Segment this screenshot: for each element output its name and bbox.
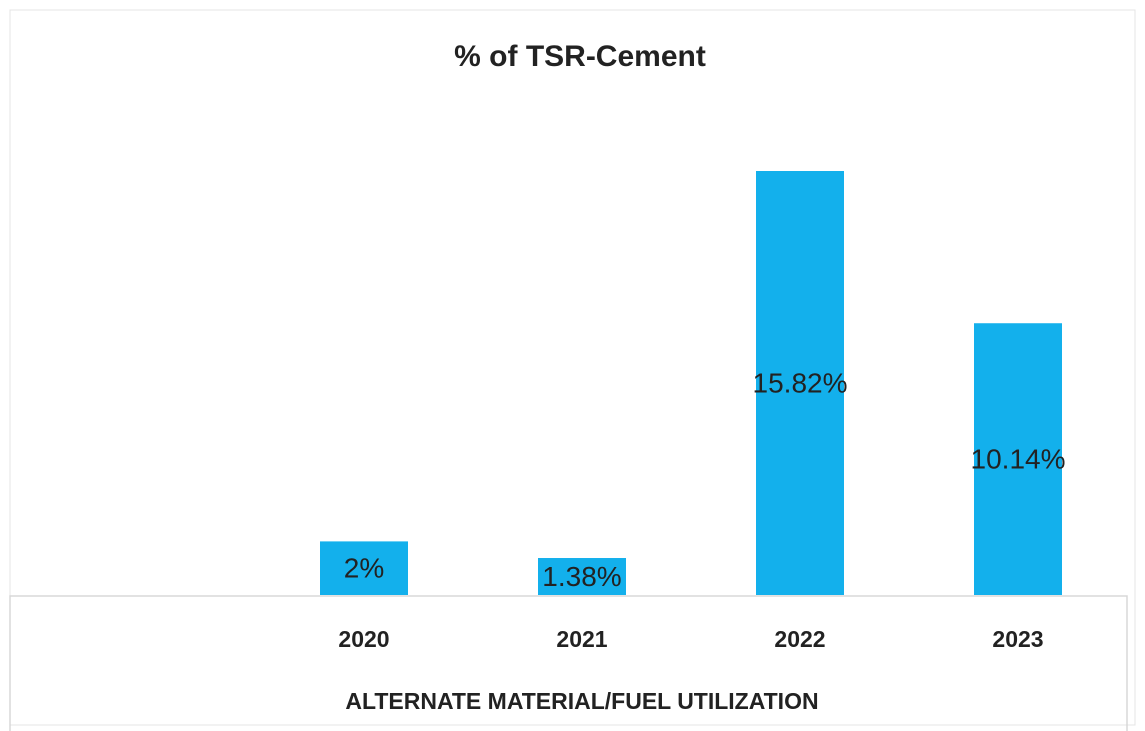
data-label: 10.14% [971,444,1066,475]
bar [320,541,408,595]
x-tick-label: 2023 [992,626,1043,652]
x-axis-title: ALTERNATE MATERIAL/FUEL UTILIZATION [345,688,818,714]
data-label: 15.82% [753,367,848,398]
x-tick-label: 2020 [338,626,389,652]
bar [974,323,1062,595]
chart-title: % of TSR-Cement [454,40,706,73]
axis-box [9,595,1128,731]
x-tick-label: 2021 [556,626,607,652]
x-tick-label: 2022 [774,626,825,652]
data-label: 2% [344,553,384,584]
chart-frame [9,9,1136,726]
data-label: 1.38% [542,561,621,592]
bar [538,558,626,595]
bar [756,171,844,595]
